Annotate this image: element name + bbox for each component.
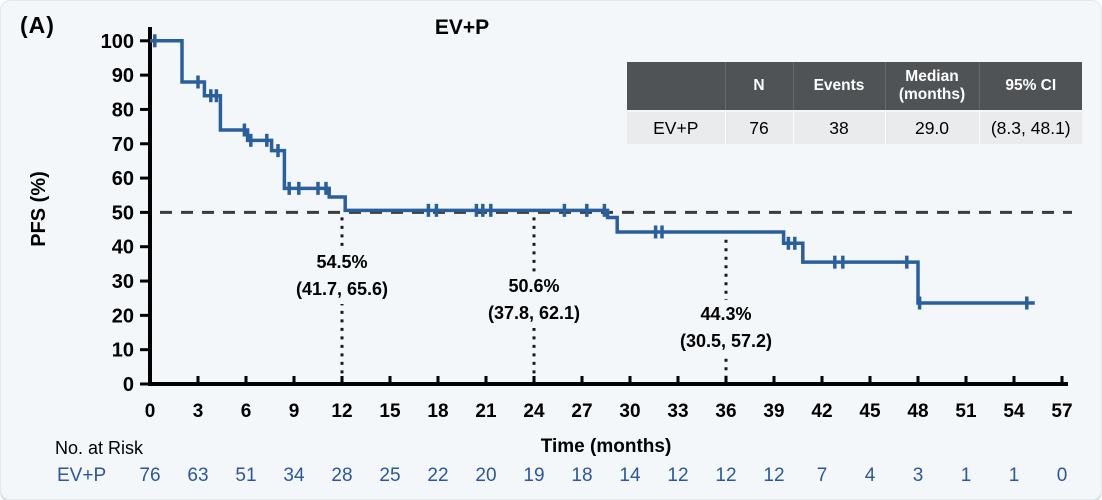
- landmark-annotation-24mo: 50.6% (37.8, 62.1): [480, 272, 588, 328]
- x-axis-title: Time (months): [540, 436, 672, 457]
- y-tick-label-80: 80: [112, 99, 134, 121]
- landmark-annotation-36mo: 44.3% (30.5, 57.2): [672, 300, 780, 356]
- landmark-12mo-estimate: 54.5%: [316, 252, 368, 272]
- chart-title: EV+P: [434, 16, 490, 39]
- risk-count: 1: [1008, 465, 1020, 486]
- x-tick-label-12: 12: [331, 401, 352, 422]
- y-tick-label-0: 0: [123, 374, 134, 396]
- stats-header-n: N: [724, 62, 793, 112]
- risk-count: 19: [523, 465, 545, 486]
- y-tick-label-90: 90: [112, 65, 134, 87]
- stats-table-header-row: N Events Median (months) 95% CI: [627, 62, 1082, 112]
- risk-count: 1: [960, 465, 972, 486]
- risk-count: 12: [667, 465, 689, 486]
- x-tick-label-6: 6: [241, 401, 252, 422]
- risk-count: 12: [763, 465, 785, 486]
- x-tick-label-54: 54: [1003, 401, 1025, 422]
- landmark-24mo-estimate: 50.6%: [508, 276, 560, 296]
- x-tick-label-51: 51: [955, 401, 977, 422]
- risk-count: 25: [379, 465, 401, 486]
- y-tick-label-50: 50: [112, 202, 134, 224]
- risk-count: 22: [427, 465, 449, 486]
- risk-count: 14: [619, 465, 641, 486]
- x-tick-label-9: 9: [289, 401, 300, 422]
- x-tick-label-15: 15: [379, 401, 401, 422]
- y-tick-label-60: 60: [112, 168, 134, 190]
- panel-label: (A): [20, 12, 55, 38]
- landmark-36mo-ci: (30.5, 57.2): [679, 331, 773, 351]
- risk-count: 28: [331, 465, 353, 486]
- number-at-risk-heading: No. at Risk: [55, 438, 144, 458]
- risk-count: 18: [571, 465, 593, 486]
- risk-count: 7: [816, 465, 828, 486]
- risk-count: 0: [1056, 465, 1068, 486]
- x-tick-label-36: 36: [715, 401, 736, 422]
- x-tick-label-48: 48: [907, 401, 928, 422]
- x-tick-label-3: 3: [193, 401, 204, 422]
- x-tick-label-18: 18: [427, 401, 448, 422]
- stats-row-label: EV+P: [627, 111, 725, 144]
- risk-count: 12: [715, 465, 737, 486]
- stats-header-median-line1: Median: [905, 68, 959, 86]
- stats-row-n: 76: [724, 111, 793, 144]
- stats-header-median-line2: (months): [898, 86, 966, 103]
- stats-table: N Events Median (months) 95% CI EV+P 76 …: [627, 62, 1082, 144]
- x-tick-label-45: 45: [859, 401, 881, 422]
- x-tick-label-57: 57: [1051, 401, 1072, 422]
- number-at-risk-row-label: EV+P: [57, 465, 107, 486]
- landmark-12mo-ci: (41.7, 65.6): [295, 279, 389, 299]
- x-tick-label-21: 21: [475, 401, 497, 422]
- x-tick-label-0: 0: [145, 401, 156, 422]
- y-tick-label-20: 20: [112, 305, 134, 327]
- stats-row-median: 29.0: [884, 111, 979, 144]
- landmark-24mo-ci: (37.8, 62.1): [487, 303, 581, 323]
- x-tick-label-27: 27: [571, 401, 592, 422]
- x-tick-label-39: 39: [763, 401, 784, 422]
- risk-count: 76: [139, 465, 161, 486]
- stats-row-events: 38: [792, 111, 885, 144]
- landmark-36mo-estimate: 44.3%: [700, 304, 752, 324]
- stats-header-median: Median (months): [884, 62, 979, 112]
- y-tick-label-10: 10: [112, 340, 134, 362]
- risk-count: 51: [235, 465, 257, 486]
- stats-header-ci: 95% CI: [978, 62, 1082, 112]
- x-tick-label-42: 42: [811, 401, 832, 422]
- x-tick-label-30: 30: [619, 401, 640, 422]
- risk-count: 34: [283, 465, 305, 486]
- landmark-annotation-12mo: 54.5% (41.7, 65.6): [288, 248, 396, 304]
- y-tick-label-30: 30: [112, 271, 134, 293]
- y-tick-label-70: 70: [112, 134, 134, 156]
- stats-header-events: Events: [792, 62, 885, 112]
- risk-count: 20: [475, 465, 497, 486]
- risk-count: 3: [912, 465, 924, 486]
- y-tick-label-100: 100: [101, 31, 134, 53]
- y-tick-label-40: 40: [112, 237, 134, 259]
- risk-count: 4: [864, 465, 876, 486]
- stats-header-blank: [627, 62, 725, 112]
- number-at-risk-row: 76 63 51 34 28 25 22 20 19 18 14 12 12 12 7 4 3 1 1 0: [126, 465, 1086, 487]
- x-tick-label-33: 33: [667, 401, 688, 422]
- risk-count: 63: [187, 465, 209, 486]
- x-tick-label-24: 24: [523, 401, 545, 422]
- stats-table-data-row: EV+P 76 38 29.0 (8.3, 48.1): [627, 111, 1082, 144]
- stats-row-ci: (8.3, 48.1): [978, 111, 1082, 144]
